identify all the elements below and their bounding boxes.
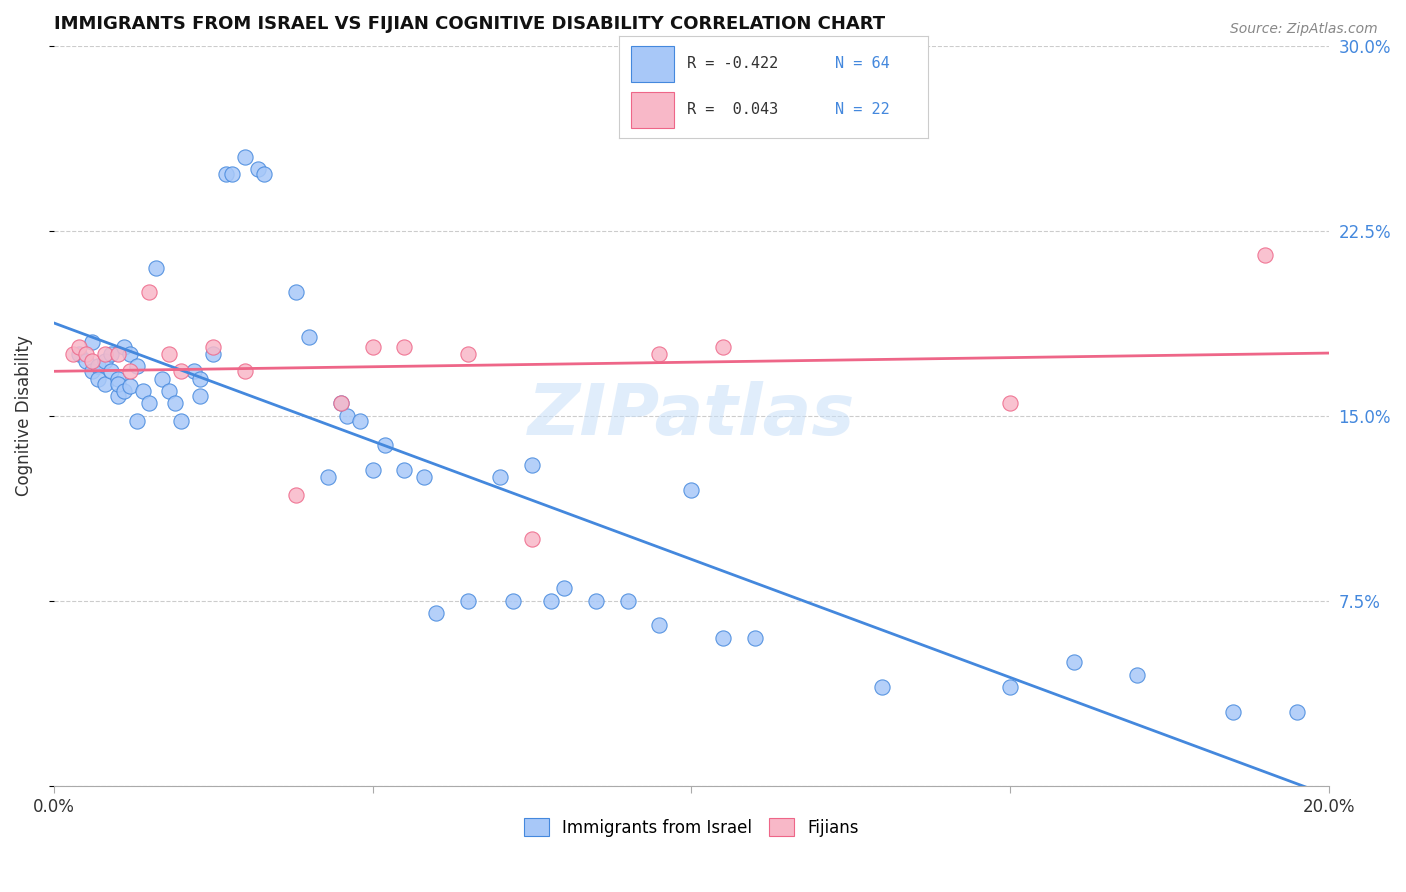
Point bbox=[67, 347, 90, 361]
FancyBboxPatch shape bbox=[631, 46, 675, 82]
Point bbox=[87, 372, 110, 386]
Point bbox=[585, 593, 607, 607]
Text: IMMIGRANTS FROM ISRAEL VS FIJIAN COGNITIVE DISABILITY CORRELATION CHART: IMMIGRANTS FROM ISRAEL VS FIJIAN COGNITI… bbox=[53, 15, 884, 33]
Point bbox=[1126, 667, 1149, 681]
Point bbox=[253, 167, 276, 181]
Point bbox=[221, 167, 243, 181]
Point bbox=[112, 384, 135, 398]
Point bbox=[872, 680, 894, 694]
Legend: Immigrants from Israel, Fijians: Immigrants from Israel, Fijians bbox=[524, 819, 859, 837]
Point bbox=[120, 364, 142, 378]
Point bbox=[329, 396, 352, 410]
Point bbox=[112, 340, 135, 354]
Point bbox=[425, 606, 447, 620]
Point bbox=[711, 631, 734, 645]
Text: N = 22: N = 22 bbox=[835, 102, 890, 117]
Point bbox=[170, 414, 193, 428]
Point bbox=[394, 463, 416, 477]
Point bbox=[374, 438, 396, 452]
Point bbox=[233, 364, 256, 378]
Text: ZIPatlas: ZIPatlas bbox=[527, 381, 855, 450]
Point bbox=[1254, 248, 1277, 262]
Point bbox=[998, 680, 1021, 694]
Point bbox=[100, 347, 122, 361]
Point bbox=[125, 359, 148, 374]
Point bbox=[298, 330, 321, 344]
Point bbox=[190, 389, 212, 403]
Point bbox=[94, 354, 117, 368]
Point bbox=[502, 593, 524, 607]
Point bbox=[87, 359, 110, 374]
Point bbox=[80, 354, 103, 368]
Point bbox=[80, 334, 103, 349]
Point bbox=[711, 340, 734, 354]
Text: Source: ZipAtlas.com: Source: ZipAtlas.com bbox=[1230, 22, 1378, 37]
Text: N = 64: N = 64 bbox=[835, 56, 890, 70]
Point bbox=[329, 396, 352, 410]
Point bbox=[94, 376, 117, 391]
Point bbox=[94, 347, 117, 361]
Point bbox=[75, 354, 97, 368]
Point bbox=[125, 414, 148, 428]
Point bbox=[349, 414, 371, 428]
Point bbox=[138, 285, 160, 300]
Point bbox=[457, 347, 479, 361]
Point bbox=[215, 167, 238, 181]
Point bbox=[62, 347, 84, 361]
Point bbox=[100, 364, 122, 378]
Point bbox=[145, 260, 167, 275]
Point bbox=[120, 379, 142, 393]
Point bbox=[1222, 705, 1244, 719]
Point bbox=[202, 347, 225, 361]
Point bbox=[394, 340, 416, 354]
Point bbox=[412, 470, 434, 484]
FancyBboxPatch shape bbox=[631, 92, 675, 128]
Point bbox=[540, 593, 562, 607]
Point bbox=[138, 396, 160, 410]
Point bbox=[163, 396, 186, 410]
Point bbox=[80, 364, 103, 378]
Point bbox=[246, 161, 269, 176]
Point bbox=[183, 364, 205, 378]
Point bbox=[170, 364, 193, 378]
Point bbox=[67, 340, 90, 354]
Point bbox=[681, 483, 703, 497]
Point bbox=[361, 463, 384, 477]
Point bbox=[361, 340, 384, 354]
Point bbox=[553, 582, 575, 596]
Point bbox=[285, 488, 308, 502]
Point bbox=[616, 593, 638, 607]
Point bbox=[1285, 705, 1308, 719]
Point bbox=[190, 372, 212, 386]
Point bbox=[107, 347, 129, 361]
Point bbox=[150, 372, 173, 386]
Point bbox=[520, 532, 543, 546]
Y-axis label: Cognitive Disability: Cognitive Disability bbox=[15, 335, 32, 496]
Point bbox=[648, 618, 671, 632]
Point bbox=[336, 409, 359, 423]
Point bbox=[744, 631, 766, 645]
Point bbox=[489, 470, 512, 484]
Point bbox=[1063, 656, 1085, 670]
Point bbox=[520, 458, 543, 472]
Point bbox=[107, 376, 129, 391]
Text: R = -0.422: R = -0.422 bbox=[686, 56, 778, 70]
Point bbox=[648, 347, 671, 361]
Point bbox=[120, 347, 142, 361]
Point bbox=[202, 340, 225, 354]
Text: R =  0.043: R = 0.043 bbox=[686, 102, 778, 117]
Point bbox=[316, 470, 339, 484]
Point bbox=[998, 396, 1021, 410]
Point bbox=[132, 384, 155, 398]
Point bbox=[107, 389, 129, 403]
Point bbox=[157, 347, 180, 361]
Point bbox=[233, 150, 256, 164]
Point bbox=[157, 384, 180, 398]
Point bbox=[75, 347, 97, 361]
Point bbox=[285, 285, 308, 300]
Point bbox=[107, 372, 129, 386]
Point bbox=[457, 593, 479, 607]
